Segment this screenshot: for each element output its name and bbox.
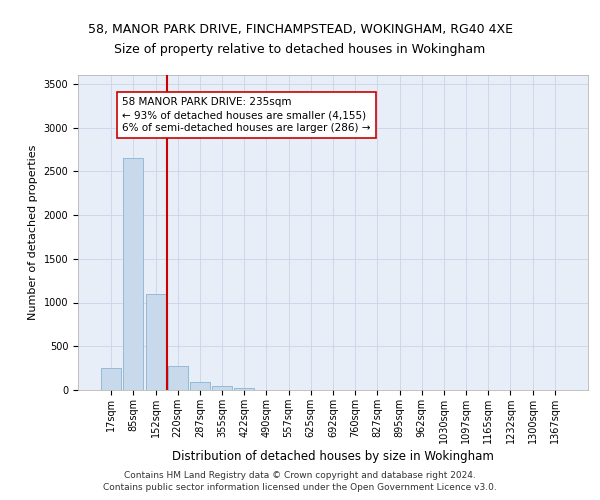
Bar — [234, 388, 254, 390]
Text: Contains HM Land Registry data © Crown copyright and database right 2024.
Contai: Contains HM Land Registry data © Crown c… — [103, 471, 497, 492]
Text: 58, MANOR PARK DRIVE, FINCHAMPSTEAD, WOKINGHAM, RG40 4XE: 58, MANOR PARK DRIVE, FINCHAMPSTEAD, WOK… — [88, 22, 512, 36]
Bar — [101, 368, 121, 390]
Y-axis label: Number of detached properties: Number of detached properties — [28, 145, 38, 320]
Bar — [146, 294, 166, 390]
Bar — [190, 382, 210, 390]
Text: Size of property relative to detached houses in Wokingham: Size of property relative to detached ho… — [115, 42, 485, 56]
X-axis label: Distribution of detached houses by size in Wokingham: Distribution of detached houses by size … — [172, 450, 494, 463]
Bar — [212, 386, 232, 390]
Text: 58 MANOR PARK DRIVE: 235sqm
← 93% of detached houses are smaller (4,155)
6% of s: 58 MANOR PARK DRIVE: 235sqm ← 93% of det… — [122, 97, 371, 134]
Bar — [124, 158, 143, 390]
Bar — [168, 366, 188, 390]
